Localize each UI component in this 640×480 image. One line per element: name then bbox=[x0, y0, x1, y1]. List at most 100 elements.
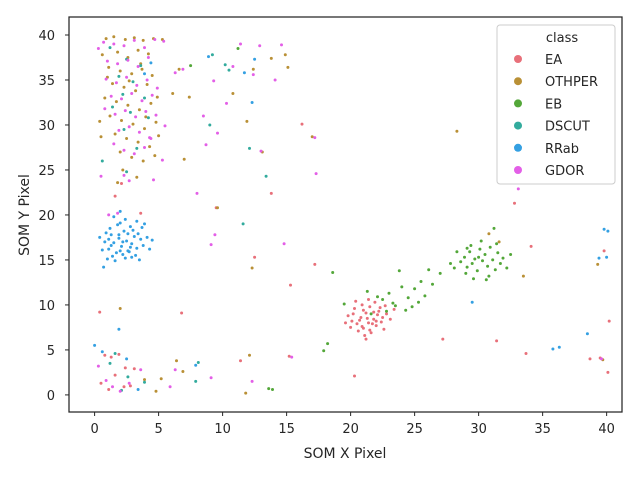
point-eb bbox=[427, 268, 431, 272]
point-dscut bbox=[264, 174, 268, 178]
point-othper bbox=[455, 129, 459, 133]
point-othper bbox=[118, 69, 122, 73]
legend: class EA OTHPER EB DSCUT RRab GDOR bbox=[496, 24, 616, 185]
point-othper bbox=[126, 103, 130, 107]
point-rrab bbox=[102, 265, 106, 269]
y-tick-label: 30 bbox=[38, 119, 55, 134]
point-gdor bbox=[144, 110, 148, 113]
point-rrab bbox=[145, 235, 149, 239]
point-ea bbox=[588, 357, 592, 361]
point-eb bbox=[413, 287, 417, 291]
legend-label-ea: EA bbox=[545, 53, 562, 68]
point-othper bbox=[130, 155, 134, 159]
point-gdor bbox=[195, 191, 199, 195]
point-ea bbox=[374, 319, 378, 323]
point-eb bbox=[410, 305, 414, 309]
point-othper bbox=[149, 101, 153, 105]
point-eb bbox=[501, 256, 505, 260]
point-ea bbox=[180, 311, 184, 315]
point-gdor bbox=[118, 389, 122, 393]
point-dscut bbox=[208, 123, 212, 127]
point-othper bbox=[181, 370, 185, 373]
point-ea bbox=[351, 312, 355, 316]
point-eb bbox=[452, 266, 456, 270]
point-othper bbox=[144, 115, 148, 119]
point-ea bbox=[364, 337, 368, 341]
point-othper bbox=[269, 56, 273, 60]
point-rrab bbox=[122, 229, 126, 233]
point-ea bbox=[495, 339, 499, 343]
point-ea bbox=[350, 319, 354, 323]
point-ea bbox=[363, 334, 367, 337]
point-eb bbox=[322, 349, 326, 353]
point-dscut bbox=[241, 222, 245, 226]
point-gdor bbox=[137, 130, 141, 134]
point-eb bbox=[463, 255, 466, 259]
point-eb bbox=[509, 253, 513, 256]
point-gdor bbox=[122, 44, 126, 48]
point-ea bbox=[356, 329, 360, 333]
point-othper bbox=[103, 96, 107, 100]
point-eb bbox=[449, 262, 452, 265]
point-eb bbox=[381, 298, 385, 301]
x-tick-label: 0 bbox=[90, 422, 98, 437]
point-rrab bbox=[105, 257, 109, 261]
point-ea bbox=[359, 316, 363, 319]
legend-marker-ea bbox=[514, 55, 522, 63]
point-gdor bbox=[117, 128, 121, 132]
point-ea bbox=[372, 317, 376, 321]
point-gdor bbox=[150, 93, 154, 97]
point-ea bbox=[313, 262, 317, 266]
point-othper bbox=[134, 89, 138, 93]
point-othper bbox=[99, 135, 103, 139]
point-gdor bbox=[259, 149, 263, 153]
point-dscut bbox=[248, 146, 251, 150]
x-tick-label: 25 bbox=[406, 422, 423, 437]
point-gdor bbox=[132, 152, 136, 156]
point-dscut bbox=[100, 159, 104, 163]
point-ea bbox=[376, 313, 379, 317]
point-dscut bbox=[143, 96, 146, 100]
point-rrab bbox=[123, 217, 127, 221]
x-tick-label: 30 bbox=[470, 422, 487, 437]
point-ea bbox=[513, 201, 516, 205]
point-ea bbox=[385, 312, 388, 316]
point-ea bbox=[107, 388, 111, 391]
point-othper bbox=[112, 35, 116, 39]
point-othper bbox=[114, 100, 118, 104]
point-othper bbox=[116, 181, 120, 185]
point-gdor bbox=[250, 379, 254, 383]
point-ea bbox=[529, 244, 533, 248]
point-gdor bbox=[213, 233, 217, 237]
point-eb bbox=[475, 269, 479, 273]
point-gdor bbox=[132, 38, 136, 42]
point-eb bbox=[486, 264, 490, 268]
point-gdor bbox=[96, 47, 100, 50]
point-rrab bbox=[117, 327, 121, 331]
point-rrab bbox=[108, 226, 112, 230]
point-gdor bbox=[600, 357, 603, 361]
point-gdor bbox=[120, 97, 123, 101]
point-ea bbox=[368, 328, 372, 332]
point-dscut bbox=[125, 170, 129, 174]
point-rrab bbox=[118, 249, 122, 253]
point-gdor bbox=[130, 92, 134, 95]
legend-label-othper: OTHPER bbox=[545, 75, 598, 90]
point-gdor bbox=[113, 112, 117, 116]
point-dscut bbox=[146, 116, 150, 120]
point-ea bbox=[364, 311, 368, 315]
point-rrab bbox=[117, 236, 121, 240]
point-gdor bbox=[139, 368, 143, 372]
point-othper bbox=[244, 391, 248, 395]
legend-marker-othper bbox=[514, 77, 522, 86]
point-rrab bbox=[107, 247, 111, 251]
point-othper bbox=[120, 119, 123, 122]
point-othper bbox=[143, 127, 146, 131]
point-gdor bbox=[168, 385, 172, 389]
point-ea bbox=[287, 354, 291, 358]
point-gdor bbox=[122, 148, 126, 152]
point-eb bbox=[468, 250, 472, 254]
point-othper bbox=[98, 119, 102, 123]
point-eb bbox=[236, 47, 240, 50]
